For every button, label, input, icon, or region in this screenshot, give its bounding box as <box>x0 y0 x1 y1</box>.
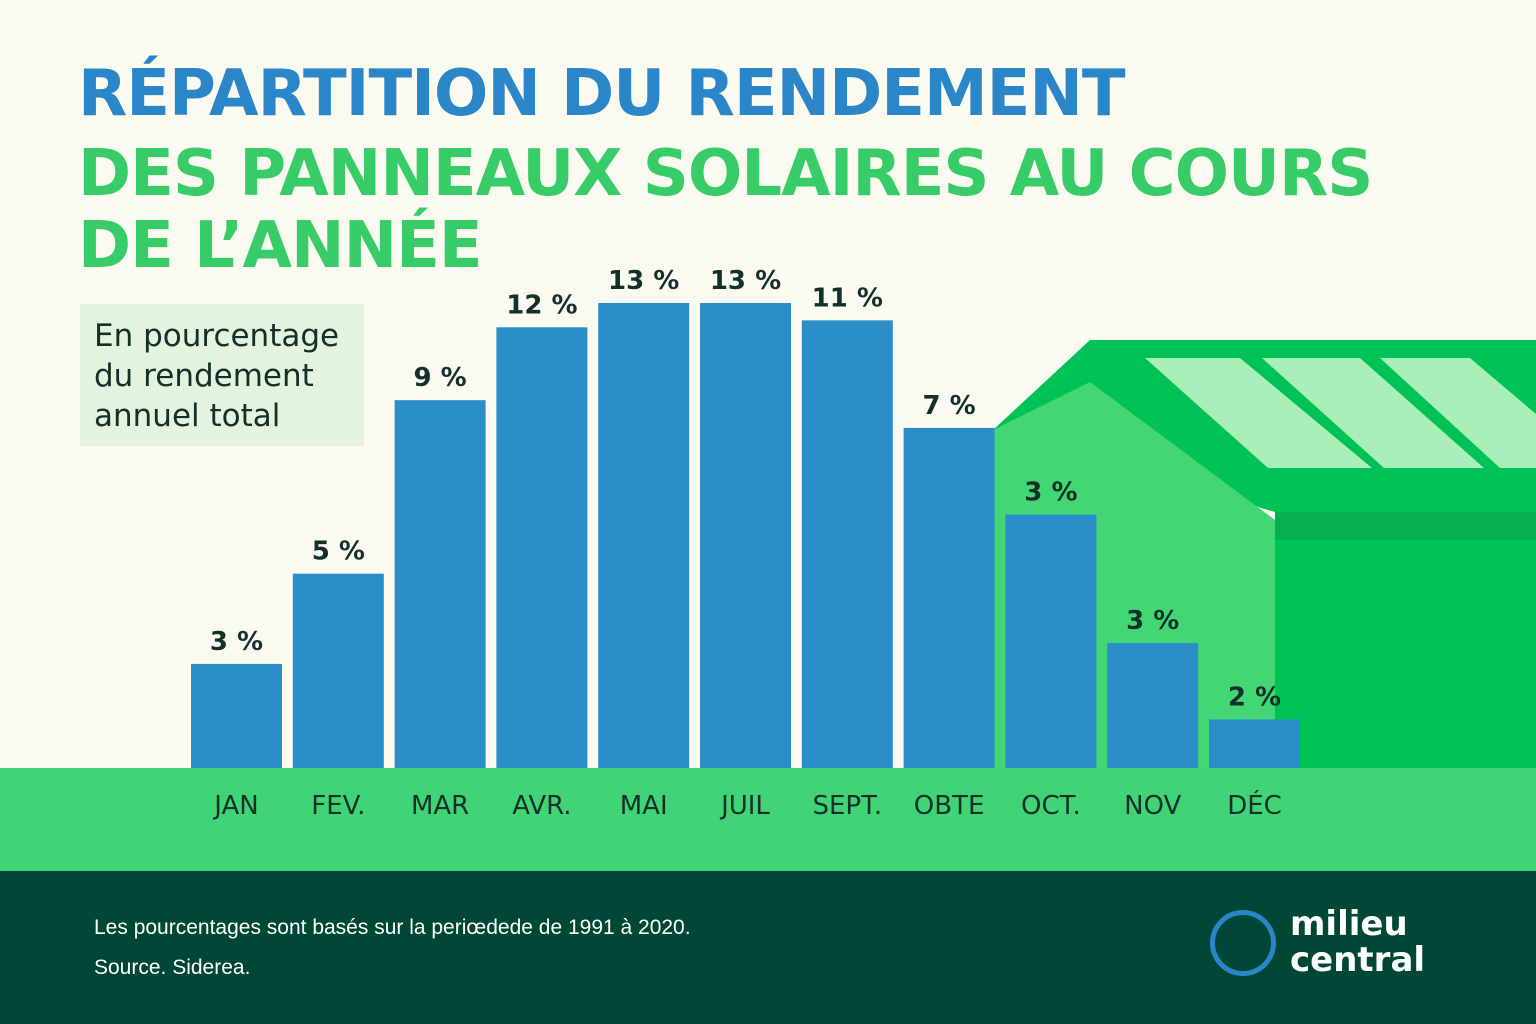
ground-band <box>0 768 1536 871</box>
logo-line-2: central <box>1290 940 1426 980</box>
data-label-4: 12 % <box>506 290 577 320</box>
bar-6 <box>700 303 791 768</box>
data-label-10: 3 % <box>1126 606 1179 636</box>
subtitle-line-2: du rendement <box>94 358 314 394</box>
x-tick-label-1: JAN <box>212 791 258 821</box>
subtitle-box: En pourcentage du rendement annuel total <box>80 304 364 446</box>
title-line-3: DE L’ANNÉE <box>78 209 483 283</box>
title-line-2: DES PANNEAUX SOLAIRES AU COURS <box>78 137 1373 211</box>
bar-10 <box>1107 643 1199 768</box>
x-tick-label-10: NOV <box>1124 791 1181 821</box>
house-illustration <box>993 340 1536 768</box>
x-tick-label-7: SEPT. <box>812 791 882 821</box>
footnote: Les pourcentages sont basés sur la periœ… <box>94 916 691 939</box>
bars-group: 3 % JAN 5 % FEV. 9 % MAR 12 % AVR. 13 % MAI 13 % JU… <box>191 266 1300 821</box>
x-tick-label-2: FEV. <box>311 791 365 821</box>
footer <box>0 871 1536 1024</box>
subtitle-line-3: annuel total <box>94 398 281 434</box>
title-line-1: RÉPARTITION DU RENDEMENT <box>78 57 1126 131</box>
x-tick-label-5: MAI <box>620 791 668 821</box>
bar-9 <box>1005 514 1097 768</box>
bar-2 <box>292 573 384 768</box>
data-label-9: 3 % <box>1024 478 1077 508</box>
x-tick-label-9: OCT. <box>1021 791 1081 821</box>
x-tick-label-4: AVR. <box>512 791 571 821</box>
data-label-1: 3 % <box>210 627 263 657</box>
solar-panel-2 <box>1262 358 1484 468</box>
subtitle-text: En pourcentage du rendement annuel total <box>94 316 364 436</box>
bar-4 <box>496 327 588 768</box>
chart: 3 % JAN 5 % FEV. 9 % MAR 12 % AVR. 13 % MAI 13 % JU… <box>0 266 1536 871</box>
data-label-3: 9 % <box>413 363 466 393</box>
bar-7 <box>801 320 893 768</box>
source-note: Source. Siderea. <box>94 956 251 979</box>
logo: milieu central <box>1290 906 1425 978</box>
logo-ring-icon <box>1210 910 1276 976</box>
x-tick-label-6: JUIL <box>719 791 770 821</box>
solar-panel-3 <box>1380 358 1536 468</box>
logo-line-1: milieu <box>1290 904 1408 944</box>
data-label-2: 5 % <box>312 537 365 567</box>
solar-panel-1 <box>1145 358 1372 468</box>
x-tick-label-3: MAR <box>411 791 469 821</box>
subtitle-line-1: En pourcentage <box>94 318 340 354</box>
bar-1 <box>191 663 282 768</box>
x-tick-label-11: DÉC <box>1227 789 1282 821</box>
data-label-7: 11 % <box>812 283 883 313</box>
house-wall <box>1275 512 1536 768</box>
bar-5 <box>598 303 690 768</box>
bar-3 <box>394 400 486 768</box>
data-label-8: 7 % <box>922 391 975 421</box>
house-eave <box>1275 512 1536 540</box>
data-label-5: 13 % <box>608 266 679 296</box>
x-tick-label-8: OBTE <box>914 791 985 821</box>
bar-8 <box>903 427 995 768</box>
bar-11 <box>1209 719 1300 768</box>
data-label-6: 13 % <box>710 266 781 296</box>
data-label-11: 2 % <box>1228 682 1281 712</box>
